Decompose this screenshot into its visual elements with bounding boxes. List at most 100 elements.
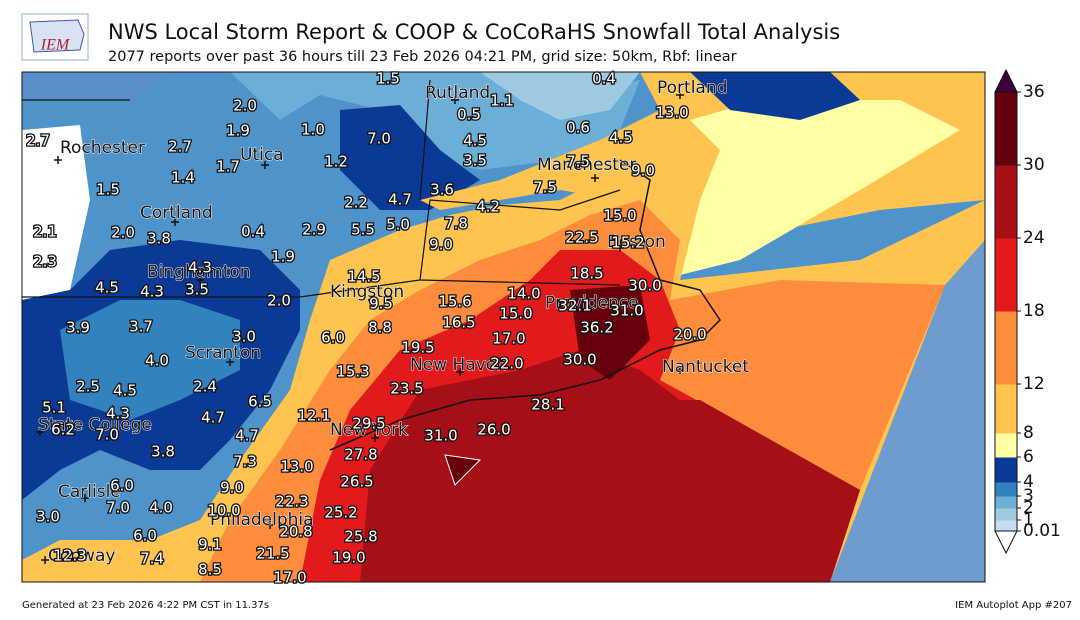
report-value: 4.5 [463,132,487,150]
city-marker [676,91,684,99]
city-name: Rutland [425,83,490,103]
logo-text: IEM [40,37,71,54]
report-value: 6.5 [248,393,272,411]
report-value: 30.0 [563,351,596,369]
logo-shape [29,19,85,53]
report-value: 2.1 [33,223,57,241]
report-value: 31.0 [610,302,643,320]
city-name: Kingston [330,282,404,302]
city-name: Conway [48,546,115,566]
report-value: 0.4 [241,223,265,241]
report-value: 5.1 [42,399,66,417]
report-value: 25.8 [344,528,377,546]
report-value: 2.7 [168,138,192,156]
report-value: 6.0 [133,527,157,545]
report-value: 15.0 [603,207,636,225]
title: NWS Local Storm Report & COOP & CoCoRaHS… [108,20,840,44]
report-value: 31.0 [424,427,457,445]
colorbar-tick-label: 2 [1023,498,1034,518]
report-value: 7.0 [106,499,130,517]
report-value: 7.0 [95,426,119,444]
report-value: 30.0 [628,277,661,295]
report-value: 10.0 [207,502,240,520]
report-value: 0.4 [592,70,616,88]
city-name: Manchester [537,155,636,175]
city-name: Philadelphia [210,510,314,530]
fill-region [340,105,480,210]
colorbar-under [994,530,1018,555]
city-marker [196,276,204,284]
colorbar-band [994,481,1018,497]
city-marker [556,304,564,312]
report-value: 27.8 [344,446,377,464]
report-value: 20.8 [279,523,312,541]
report-value: 0.6 [566,119,590,137]
report-value: 1.9 [226,122,250,140]
report-value: 18.5 [570,265,603,283]
report-value: 17.0 [273,569,306,587]
report-value: 4.5 [609,129,633,147]
colorbar-tick-label: 0.01 [1023,521,1061,541]
colorbar-band [994,164,1018,239]
report-value: 22.0 [490,355,523,373]
fill-region [690,72,860,120]
city-name: Boston [607,232,666,252]
report-value: 19.0 [332,549,365,567]
report-value: 1.9 [271,248,295,266]
colorbar-tick-label: 1 [1023,510,1034,530]
report-value: 6.0 [110,477,134,495]
report-value: 2.0 [111,224,135,242]
city-name: Utica [240,145,284,165]
colorbar-band [994,383,1018,434]
report-value: 14.0 [507,285,540,303]
city-marker [261,161,269,169]
report-value: 1.4 [171,169,195,187]
report-value: 9.0 [220,479,244,497]
city-marker [36,428,44,436]
city-marker [54,156,62,164]
report-value: 21.5 [256,545,289,563]
report-value: 15.3 [336,363,369,381]
report-value: 14.5 [347,268,380,286]
fill-region [570,285,650,380]
plot-frame [21,71,986,583]
city-marker [226,358,234,366]
report-value: 3.5 [463,152,487,170]
report-value: 4.5 [113,382,137,400]
fill-region [480,72,640,120]
city-marker [41,556,49,564]
report-value: 2.9 [302,221,326,239]
report-value: 9.1 [198,536,222,554]
report-value: 7.4 [140,550,164,568]
city-name: New York [330,420,408,440]
city-name: Providence [545,293,639,313]
colorbar-tick-label: 24 [1023,228,1045,248]
report-value: 19.5 [401,339,434,357]
report-value: 3.6 [430,181,454,199]
city-name: Scranton [185,343,261,363]
report-value: 26.5 [340,473,373,491]
report-value: 3.7 [129,318,153,336]
fill-region [22,72,170,100]
city-marker [368,296,376,304]
report-value: 1.0 [301,121,325,139]
report-value: 29.5 [352,415,385,433]
report-value: 4.2 [476,198,500,216]
colorbar-band [994,495,1018,509]
report-value: 2.7 [26,132,50,150]
report-value: 22.5 [565,229,598,247]
report-value: 3.9 [66,319,90,337]
fill-region [680,100,960,275]
city-marker [676,366,684,374]
report-value: 20.0 [673,326,706,344]
city-marker [81,494,89,502]
report-value: 4.5 [95,279,119,297]
colorbar-tick-label: 18 [1023,301,1045,321]
report-value: 4.0 [149,499,173,517]
report-value: 4.7 [388,191,412,209]
report-value: 1.5 [376,70,400,88]
report-value: 15.6 [438,293,471,311]
footer-right: IEM Autoplot App #207 [955,600,1072,611]
report-value: 6.2 [51,421,75,439]
report-value: 1.5 [96,181,120,199]
